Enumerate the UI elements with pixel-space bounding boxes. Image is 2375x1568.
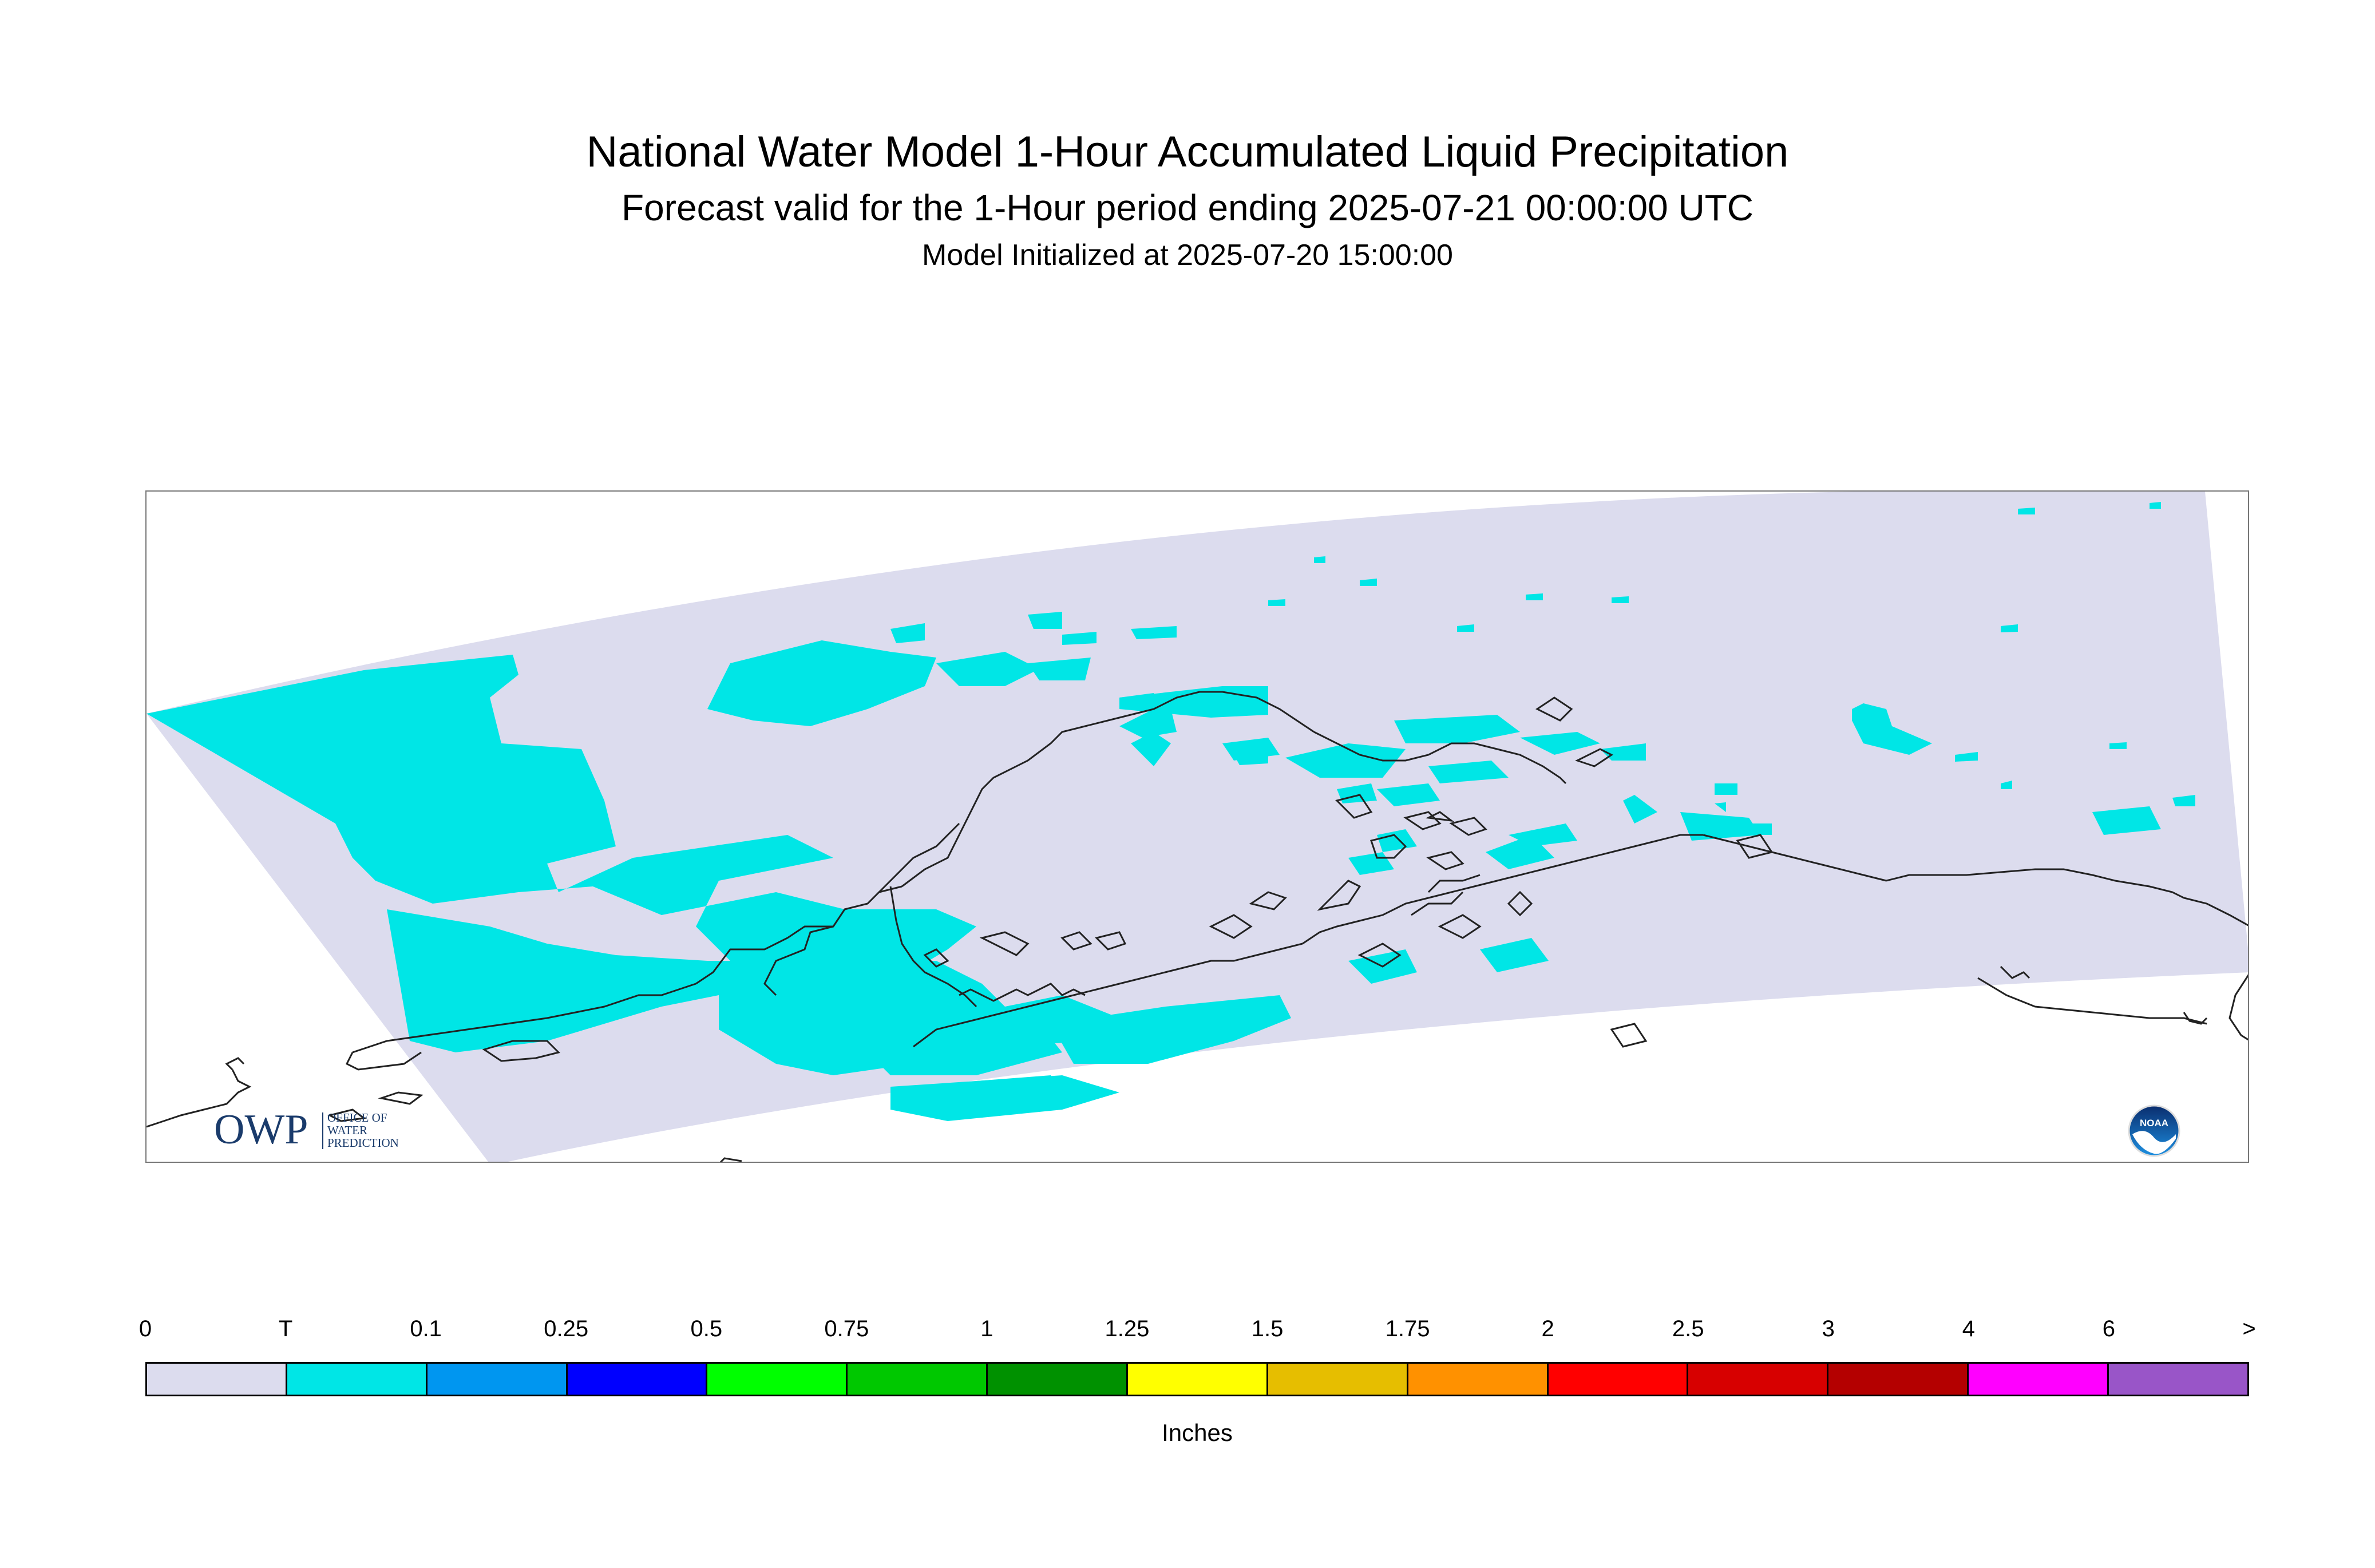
legend-tick-label: T bbox=[278, 1316, 293, 1341]
legend-tick-label: 1.75 bbox=[1385, 1316, 1430, 1341]
legend-swatch bbox=[1128, 1364, 1268, 1395]
legend-tick-label: 0 bbox=[138, 1316, 152, 1341]
legend-swatch bbox=[1548, 1364, 1689, 1395]
noaa-text: NOAA bbox=[2140, 1118, 2168, 1129]
page-subtitle: Forecast valid for the 1-Hour period end… bbox=[621, 187, 1754, 228]
legend-tick-label: 3 bbox=[1822, 1316, 1835, 1341]
legend-tick-label: 1.25 bbox=[1105, 1316, 1150, 1341]
legend-tick-label: 0.75 bbox=[824, 1316, 869, 1341]
owp-letters: OWP bbox=[214, 1106, 308, 1153]
legend-colorbar bbox=[145, 1362, 2249, 1396]
legend-tick-label: 4 bbox=[1962, 1316, 1975, 1341]
legend-tick-label: 2 bbox=[1541, 1316, 1554, 1341]
legend-tick-label: > bbox=[2242, 1316, 2256, 1341]
legend-swatch bbox=[1828, 1364, 1969, 1395]
color-legend: 0 T 0.1 0.25 0.5 0.75 1 1.25 1.5 1.75 2 2.5 3 4 6 > Inc… bbox=[139, 1316, 2256, 1465]
legend-swatch bbox=[567, 1364, 708, 1395]
legend-swatch bbox=[2109, 1364, 2247, 1395]
legend-tick-label: 2.5 bbox=[1672, 1316, 1704, 1341]
legend-swatch bbox=[707, 1364, 848, 1395]
owp-text-line3: PREDICTION bbox=[327, 1136, 399, 1150]
noaa-logo: NOAA bbox=[2128, 1104, 2180, 1157]
owp-logo: OWP OFFICE OF WATER PREDICTION bbox=[214, 1104, 432, 1156]
precip-map bbox=[147, 492, 2248, 1162]
legend-swatch bbox=[1688, 1364, 1829, 1395]
coastlines bbox=[147, 691, 2248, 1162]
legend-tick-label: 6 bbox=[2102, 1316, 2116, 1341]
legend-swatch bbox=[1969, 1364, 2109, 1395]
legend-tick-label: 1.5 bbox=[1251, 1316, 1284, 1341]
precip-trace-regions bbox=[147, 502, 2195, 1121]
legend-swatch bbox=[848, 1364, 988, 1395]
page-title: National Water Model 1-Hour Accumulated … bbox=[586, 128, 1789, 176]
legend-swatch bbox=[1268, 1364, 1408, 1395]
legend-swatch bbox=[287, 1364, 428, 1395]
legend-tick-label: 1 bbox=[980, 1316, 993, 1341]
legend-tick-label: 0.5 bbox=[690, 1316, 723, 1341]
legend-swatch bbox=[1408, 1364, 1549, 1395]
legend-swatch bbox=[427, 1364, 568, 1395]
owp-text-line1: OFFICE OF bbox=[327, 1111, 387, 1124]
owp-text-line2: WATER bbox=[327, 1123, 367, 1137]
legend-swatch bbox=[988, 1364, 1129, 1395]
map-panel bbox=[145, 490, 2249, 1163]
model-init-time: Model Initialized at 2025-07-20 15:00:00 bbox=[922, 239, 1453, 272]
legend-swatch bbox=[147, 1364, 287, 1395]
legend-tick-label: 0.25 bbox=[544, 1316, 589, 1341]
legend-tick-label: 0.1 bbox=[410, 1316, 442, 1341]
legend-units: Inches bbox=[1162, 1419, 1233, 1446]
